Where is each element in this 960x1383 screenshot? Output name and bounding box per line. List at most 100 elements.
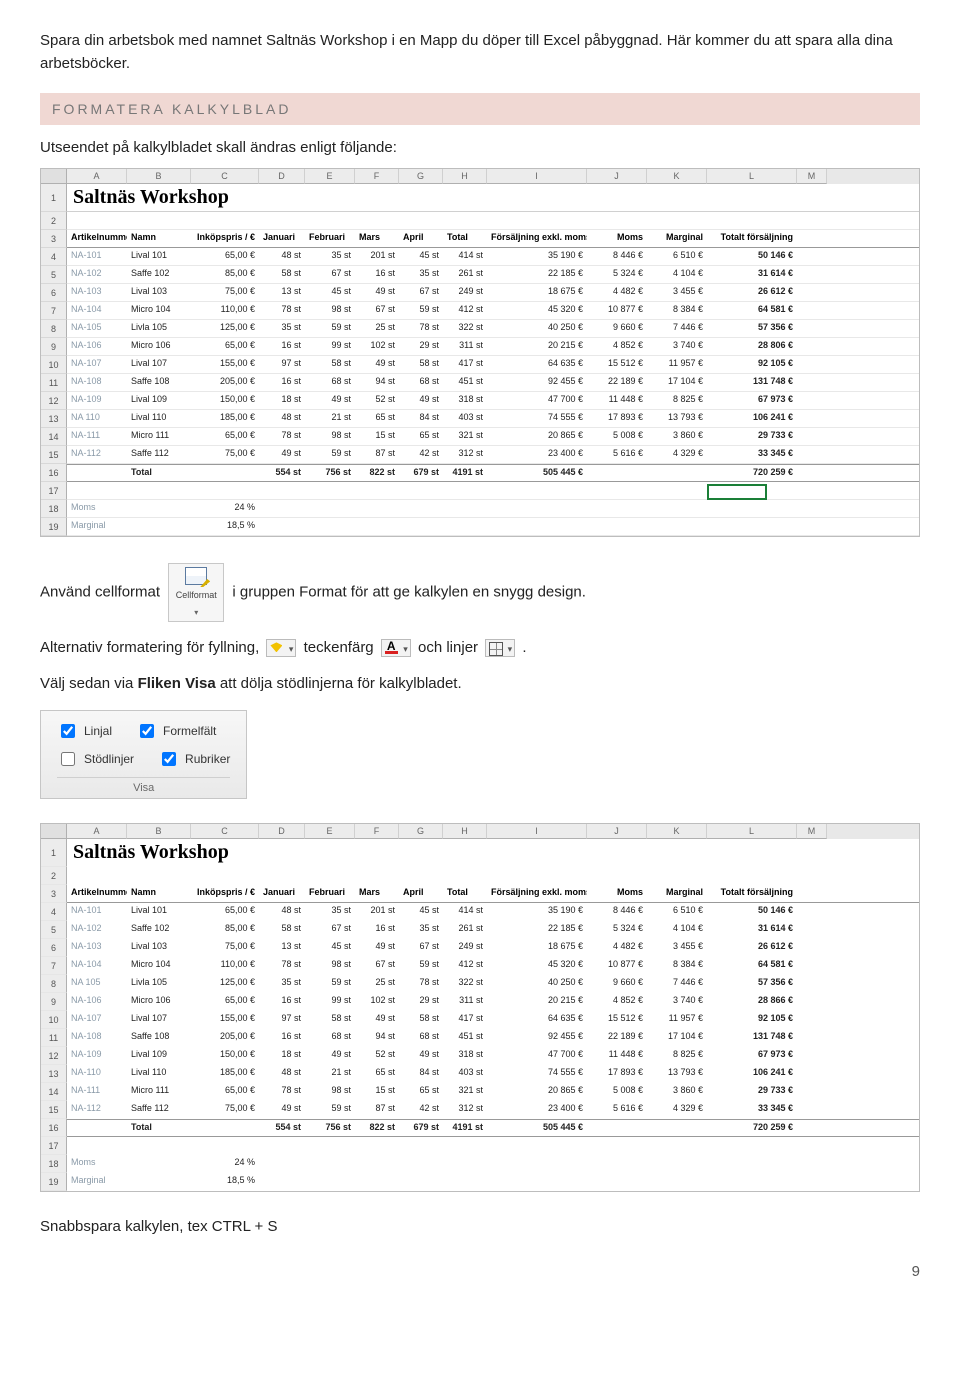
- cell[interactable]: 311 st: [443, 338, 487, 355]
- borders-icon[interactable]: [485, 639, 515, 657]
- column-header[interactable]: E: [305, 824, 355, 839]
- cell[interactable]: [587, 465, 647, 481]
- row-header[interactable]: 17: [41, 1137, 67, 1155]
- row-header[interactable]: 11: [41, 374, 67, 392]
- cell[interactable]: [797, 1173, 827, 1190]
- cell[interactable]: 42 st: [399, 1101, 443, 1118]
- cell[interactable]: 33 345 €: [707, 446, 797, 463]
- cell[interactable]: [305, 212, 355, 229]
- row-header[interactable]: 2: [41, 212, 67, 230]
- cell[interactable]: 201 st: [355, 903, 399, 920]
- cell[interactable]: 11 957 €: [647, 356, 707, 373]
- cell[interactable]: 35 st: [305, 903, 355, 920]
- cell[interactable]: 97 st: [259, 1011, 305, 1028]
- cell[interactable]: 40 250 €: [487, 975, 587, 992]
- cell[interactable]: 48 st: [259, 903, 305, 920]
- cell[interactable]: [259, 212, 305, 229]
- cell[interactable]: 59 st: [305, 1101, 355, 1118]
- cell[interactable]: 47 700 €: [487, 1047, 587, 1064]
- cell[interactable]: 412 st: [443, 957, 487, 974]
- cell[interactable]: [487, 482, 587, 499]
- row-header[interactable]: 15: [41, 1101, 67, 1119]
- row-header[interactable]: 11: [41, 1029, 67, 1047]
- cell[interactable]: 16 st: [355, 266, 399, 283]
- row-header[interactable]: 6: [41, 939, 67, 957]
- column-header[interactable]: M: [797, 824, 827, 839]
- cell[interactable]: 249 st: [443, 939, 487, 956]
- cell[interactable]: 3 860 €: [647, 1083, 707, 1100]
- cell[interactable]: [797, 1155, 827, 1172]
- cell[interactable]: 155,00 €: [191, 356, 259, 373]
- cell[interactable]: 94 st: [355, 374, 399, 391]
- cell[interactable]: 261 st: [443, 921, 487, 938]
- cell[interactable]: Saffe 102: [127, 921, 191, 938]
- cell[interactable]: 21 st: [305, 1065, 355, 1082]
- cell[interactable]: NA-101: [67, 903, 127, 920]
- cell[interactable]: [797, 1029, 827, 1046]
- cell[interactable]: Marginal: [647, 230, 707, 247]
- row-header[interactable]: 5: [41, 921, 67, 939]
- cell[interactable]: [587, 1120, 647, 1136]
- cell[interactable]: 31 614 €: [707, 921, 797, 938]
- cell[interactable]: [305, 518, 355, 535]
- cell[interactable]: 451 st: [443, 1029, 487, 1046]
- cell[interactable]: Lival 110: [127, 410, 191, 427]
- cell[interactable]: 99 st: [305, 338, 355, 355]
- cell[interactable]: [487, 500, 587, 517]
- cell[interactable]: 24 %: [191, 500, 259, 517]
- cell[interactable]: Lival 107: [127, 1011, 191, 1028]
- cell[interactable]: [127, 212, 191, 229]
- cell[interactable]: Marginal: [67, 1173, 127, 1190]
- cell[interactable]: NA-106: [67, 993, 127, 1010]
- cell[interactable]: [127, 867, 191, 884]
- cell[interactable]: 3 455 €: [647, 284, 707, 301]
- cell[interactable]: 25 st: [355, 975, 399, 992]
- cell[interactable]: [647, 518, 707, 535]
- cell[interactable]: [797, 1101, 827, 1118]
- column-header[interactable]: G: [399, 824, 443, 839]
- row-header[interactable]: 14: [41, 1083, 67, 1101]
- cell[interactable]: 50 146 €: [707, 248, 797, 265]
- cell[interactable]: [707, 1155, 797, 1172]
- cell[interactable]: [797, 1137, 827, 1154]
- cell[interactable]: 26 612 €: [707, 284, 797, 301]
- column-header[interactable]: B: [127, 824, 191, 839]
- cell[interactable]: 10 877 €: [587, 957, 647, 974]
- cell[interactable]: [797, 356, 827, 373]
- cell[interactable]: Mars: [355, 230, 399, 247]
- cell[interactable]: [797, 1047, 827, 1064]
- cell[interactable]: 67 st: [305, 266, 355, 283]
- row-header[interactable]: 19: [41, 1173, 67, 1191]
- cell[interactable]: 35 st: [305, 248, 355, 265]
- cell[interactable]: [399, 518, 443, 535]
- cell[interactable]: [259, 500, 305, 517]
- cell[interactable]: [443, 1155, 487, 1172]
- cell[interactable]: [399, 1173, 443, 1190]
- cell[interactable]: 18 675 €: [487, 939, 587, 956]
- cell[interactable]: 4 852 €: [587, 338, 647, 355]
- cell[interactable]: Februari: [305, 885, 355, 902]
- cell[interactable]: [355, 212, 399, 229]
- cell[interactable]: 24 %: [191, 1155, 259, 1172]
- cell[interactable]: [797, 921, 827, 938]
- cell[interactable]: NA-104: [67, 957, 127, 974]
- cell[interactable]: [305, 500, 355, 517]
- row-header[interactable]: 16: [41, 464, 67, 482]
- cell[interactable]: [127, 1173, 191, 1190]
- cell[interactable]: [355, 1155, 399, 1172]
- column-header[interactable]: F: [355, 169, 399, 184]
- cell[interactable]: 87 st: [355, 446, 399, 463]
- cell[interactable]: NA-102: [67, 921, 127, 938]
- cell[interactable]: Namn: [127, 230, 191, 247]
- column-header[interactable]: E: [305, 169, 355, 184]
- cell[interactable]: Lival 107: [127, 356, 191, 373]
- cell[interactable]: 11 957 €: [647, 1011, 707, 1028]
- cell[interactable]: 679 st: [399, 1120, 443, 1136]
- row-header[interactable]: 18: [41, 1155, 67, 1173]
- cell[interactable]: [487, 518, 587, 535]
- row-header[interactable]: 7: [41, 957, 67, 975]
- cell[interactable]: 22 189 €: [587, 1029, 647, 1046]
- cell[interactable]: Namn: [127, 885, 191, 902]
- cell[interactable]: Försäljning exkl. moms: [487, 885, 587, 902]
- cell[interactable]: 48 st: [259, 248, 305, 265]
